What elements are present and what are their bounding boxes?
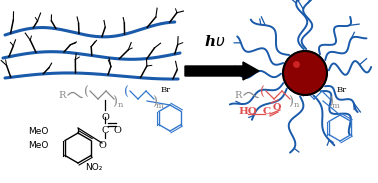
FancyArrow shape — [185, 62, 259, 80]
Text: (: ( — [300, 85, 305, 98]
Text: O: O — [98, 141, 106, 150]
Text: ): ) — [113, 96, 118, 109]
Text: C: C — [263, 107, 271, 115]
Text: NO₂: NO₂ — [85, 163, 102, 171]
Text: ): ) — [288, 96, 293, 109]
Text: n: n — [117, 101, 123, 109]
Text: MeO: MeO — [28, 126, 48, 135]
Text: ): ) — [153, 96, 158, 109]
Circle shape — [283, 51, 327, 95]
Text: h$\upsilon$: h$\upsilon$ — [204, 34, 226, 49]
Text: R: R — [58, 91, 66, 100]
Text: (: ( — [124, 85, 129, 98]
Text: O: O — [101, 113, 109, 122]
Text: n: n — [293, 101, 299, 109]
Text: (: ( — [84, 85, 89, 98]
Text: Br: Br — [337, 86, 347, 94]
Text: R: R — [234, 91, 242, 100]
Text: HO: HO — [239, 107, 257, 115]
Text: Br: Br — [161, 86, 171, 94]
Text: O: O — [273, 104, 281, 113]
Text: MeO: MeO — [28, 141, 48, 150]
Text: (: ( — [260, 85, 265, 98]
Text: m: m — [156, 102, 164, 110]
Text: O: O — [113, 126, 121, 135]
Text: C: C — [101, 126, 109, 135]
Text: m: m — [332, 102, 340, 110]
Text: ): ) — [328, 96, 333, 109]
